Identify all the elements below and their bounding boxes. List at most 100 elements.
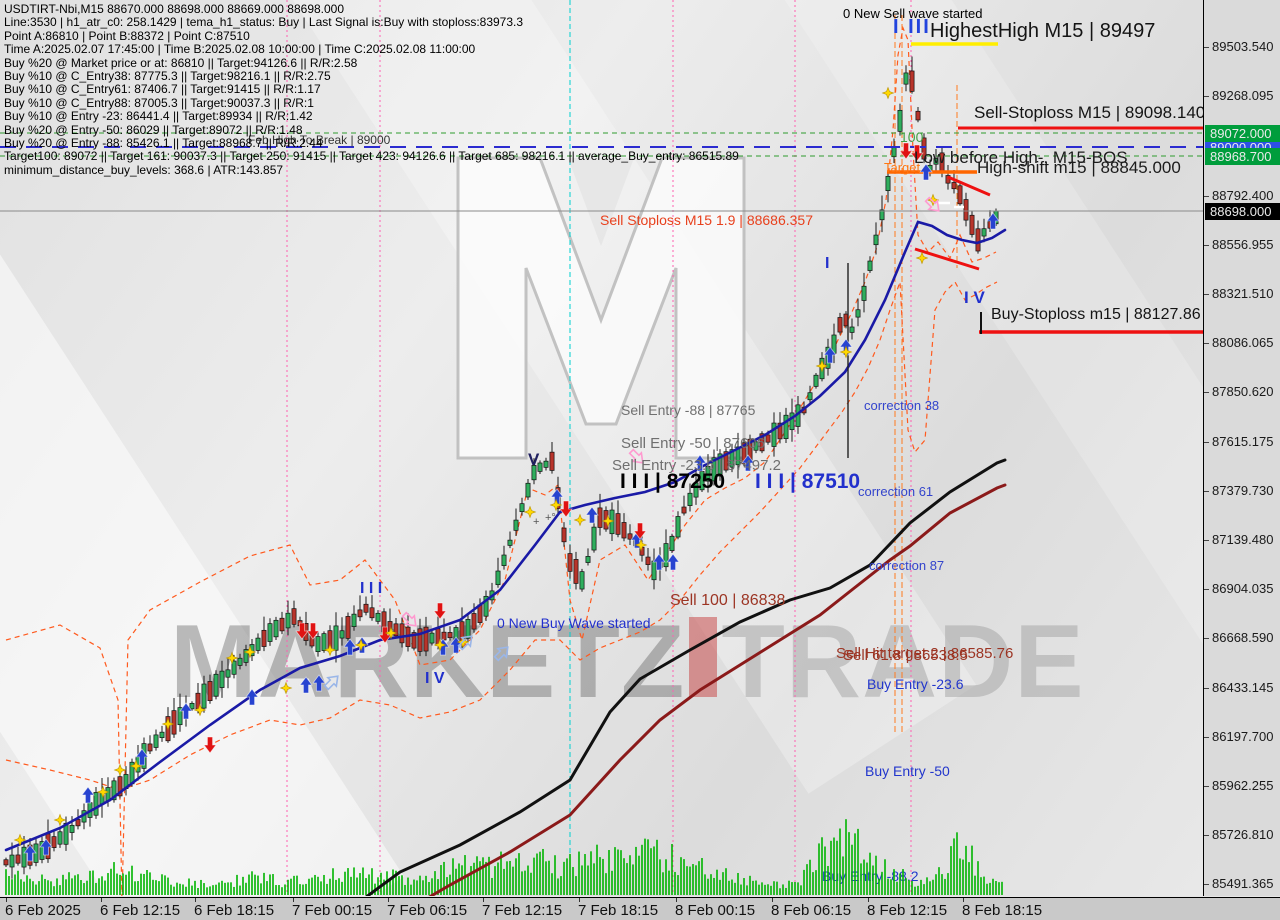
candle-body	[783, 414, 789, 440]
time-tick	[388, 898, 389, 902]
candle-body	[231, 660, 237, 675]
candle-body	[759, 433, 765, 452]
buy-arrow-icon	[81, 786, 95, 804]
price-tick-label: 85491.365	[1212, 876, 1274, 891]
price-tick	[1204, 737, 1209, 738]
candle-body	[663, 543, 669, 568]
candle-body	[519, 503, 525, 513]
candle-body	[153, 734, 159, 748]
candle-body	[951, 182, 957, 190]
candle-body	[897, 109, 903, 132]
time-tick	[293, 898, 294, 902]
candle-body	[981, 228, 987, 237]
pink-hollow-arrow-icon	[401, 611, 417, 627]
candle-body	[291, 608, 297, 625]
candle-body	[189, 702, 195, 710]
time-tick-label: 7 Feb 00:15	[292, 902, 373, 919]
price-tick-label: 89503.540	[1212, 39, 1274, 54]
ma-darkred-line	[428, 483, 1007, 896]
signal-star-icon	[113, 763, 127, 777]
time-tick-label: 6 Feb 18:15	[194, 902, 275, 919]
candle-body	[753, 441, 759, 451]
time-tick-label: 7 Feb 18:15	[578, 902, 659, 919]
candle-body	[963, 199, 969, 221]
candle-body	[171, 710, 177, 735]
time-tick	[676, 898, 677, 902]
candle-body	[705, 465, 711, 482]
candle-body	[573, 559, 579, 584]
candle-body	[693, 482, 699, 498]
candle-body	[855, 309, 861, 318]
signal-star-icon	[549, 498, 563, 512]
candle-body	[285, 612, 291, 629]
candle-body	[501, 554, 507, 566]
candle-body	[93, 792, 99, 816]
sell-arrow-icon	[899, 142, 913, 160]
sell-arrow-icon	[910, 144, 924, 162]
time-tick-label: 8 Feb 12:15	[867, 902, 948, 919]
time-tick	[579, 898, 580, 902]
price-tick	[1204, 491, 1209, 492]
blue-hollow-arrow-icon	[457, 635, 473, 651]
price-tick	[1204, 47, 1209, 48]
time-axis[interactable]: 6 Feb 2025 6 Feb 12:15 6 Feb 18:15 7 Feb 00…	[0, 897, 1280, 920]
candle-body	[339, 630, 345, 639]
price-axis[interactable]: 89503.540 89268.095 88792.400 88556.955 8832…	[1204, 0, 1280, 896]
price-badge: 89072.000	[1205, 125, 1280, 142]
candle-body	[207, 681, 213, 702]
candle-body	[777, 422, 783, 440]
candle-body	[627, 533, 633, 540]
price-tick	[1204, 638, 1209, 639]
time-tick	[195, 898, 196, 902]
candle-body	[255, 637, 261, 651]
time-tick	[772, 898, 773, 902]
price-tick-label: 88792.400	[1212, 188, 1274, 203]
price-tick	[1204, 392, 1209, 393]
candle-body	[9, 854, 15, 868]
candle-body	[3, 859, 9, 866]
sell-arrow-icon	[559, 500, 573, 518]
candle-body	[771, 422, 777, 447]
candle-body	[621, 522, 627, 539]
candle-body	[531, 465, 537, 481]
price-tick-label: 86433.145	[1212, 680, 1274, 695]
candle-body	[579, 571, 585, 590]
candle-body	[567, 553, 573, 572]
candle-body	[159, 731, 165, 739]
price-tick-label: 85962.255	[1212, 778, 1274, 793]
candle-body	[267, 623, 273, 642]
candle-body	[525, 482, 531, 498]
candle-body	[909, 70, 915, 92]
price-tick	[1204, 196, 1209, 197]
candle-body	[645, 556, 651, 565]
candle-body	[213, 673, 219, 697]
candle-body	[333, 625, 339, 651]
candle-body	[903, 72, 909, 85]
candle-body	[51, 836, 57, 849]
price-tick	[1204, 442, 1209, 443]
candle-body	[957, 185, 963, 205]
pink-hollow-arrow-icon	[628, 448, 644, 464]
signal-star-icon	[634, 538, 648, 552]
price-tick-label: 87615.175	[1212, 434, 1274, 449]
candle-body	[273, 619, 279, 638]
signal-star-icon	[915, 251, 929, 265]
price-tick	[1204, 835, 1209, 836]
price-tick-label: 87850.620	[1212, 384, 1274, 399]
time-tick	[868, 898, 869, 902]
candle-body	[399, 623, 405, 644]
price-tick-label: 88321.510	[1212, 286, 1274, 301]
price-tick	[1204, 96, 1209, 97]
price-chart[interactable]	[0, 0, 1203, 896]
candle-body	[837, 317, 843, 333]
candle-body	[69, 824, 75, 833]
price-badge: 88698.000	[1205, 203, 1280, 220]
time-tick-label: 8 Feb 18:15	[962, 902, 1043, 919]
candle-body	[933, 158, 939, 165]
candle-body	[315, 636, 321, 653]
candle-body	[669, 535, 675, 551]
candle-body	[363, 603, 369, 613]
candle-body	[411, 632, 417, 649]
